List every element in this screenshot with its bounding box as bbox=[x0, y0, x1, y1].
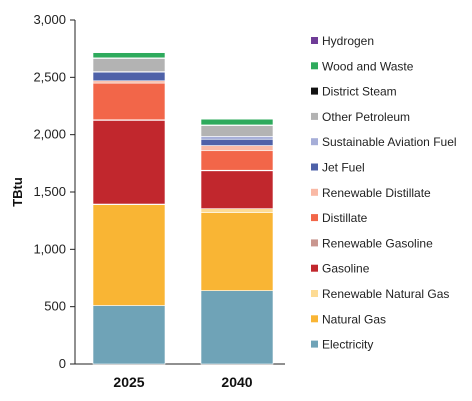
y-ticks: 0 500 1,000 1,500 2,000 2,500 3,000 bbox=[33, 12, 75, 371]
bar-segment bbox=[200, 136, 274, 140]
y-tick-label: 2,000 bbox=[33, 127, 66, 142]
y-axis-label: TBtu bbox=[10, 177, 25, 207]
bar-segment bbox=[92, 82, 166, 121]
bar-segment bbox=[92, 58, 166, 72]
legend-label: Jet Fuel bbox=[322, 161, 365, 175]
bar-segment bbox=[92, 80, 166, 84]
legend-label: Distillate bbox=[322, 211, 368, 225]
bar-segment bbox=[92, 305, 166, 365]
y-tick-label: 1,000 bbox=[33, 241, 66, 256]
bar-segment bbox=[200, 145, 274, 152]
bar-segment bbox=[200, 208, 274, 213]
legend-label: Natural Gas bbox=[322, 312, 386, 326]
bar-segment bbox=[200, 290, 274, 365]
y-tick-label: 2,500 bbox=[33, 69, 66, 84]
y-tick-label: 3,000 bbox=[33, 12, 66, 27]
legend-label: Electricity bbox=[322, 338, 373, 352]
legend-label: Wood and Waste bbox=[322, 59, 414, 73]
y-tick-label: 0 bbox=[59, 356, 66, 371]
legend-label: Renewable Gasoline bbox=[322, 236, 433, 250]
legend-label: Sustainable Aviation Fuel bbox=[322, 135, 457, 149]
legend-label: Renewable Natural Gas bbox=[322, 287, 449, 301]
legend-swatch bbox=[311, 188, 318, 196]
y-tick-label: 1,500 bbox=[33, 184, 66, 199]
legend-swatch bbox=[311, 315, 318, 323]
x-tick-label: 2025 bbox=[113, 374, 144, 390]
x-tick-label: 2040 bbox=[221, 374, 252, 390]
bar-segment bbox=[200, 150, 274, 171]
legend-swatch bbox=[311, 37, 318, 44]
legend-swatch bbox=[311, 62, 318, 70]
x-ticks: 2025 2040 bbox=[113, 374, 252, 390]
legend-label: Hydrogen bbox=[322, 34, 374, 48]
bar-segment bbox=[92, 71, 166, 82]
legend-label: District Steam bbox=[322, 85, 397, 99]
legend-swatch bbox=[311, 239, 318, 247]
bar-segment bbox=[92, 52, 166, 59]
bar-segment bbox=[200, 125, 274, 137]
bars bbox=[92, 52, 274, 365]
legend-swatch bbox=[311, 163, 318, 171]
legend-swatch bbox=[311, 112, 318, 120]
legend-swatch bbox=[311, 138, 318, 146]
bar-segment bbox=[92, 120, 166, 205]
legend-swatch bbox=[311, 87, 318, 95]
legend-label: Gasoline bbox=[322, 262, 370, 276]
bar-segment bbox=[200, 212, 274, 291]
legend: Hydrogen Wood and Waste District Steam Othe… bbox=[311, 34, 457, 352]
legend-label: Renewable Distillate bbox=[322, 186, 431, 200]
legend-swatch bbox=[311, 290, 318, 297]
bar-segment bbox=[200, 118, 274, 126]
legend-swatch bbox=[311, 214, 318, 222]
legend-swatch bbox=[311, 264, 318, 272]
y-tick-label: 500 bbox=[44, 299, 66, 314]
bar-segment bbox=[92, 204, 166, 306]
legend-label: Other Petroleum bbox=[322, 110, 410, 124]
legend-swatch bbox=[311, 340, 318, 348]
bar-segment bbox=[200, 170, 274, 209]
bar-segment bbox=[200, 138, 274, 146]
